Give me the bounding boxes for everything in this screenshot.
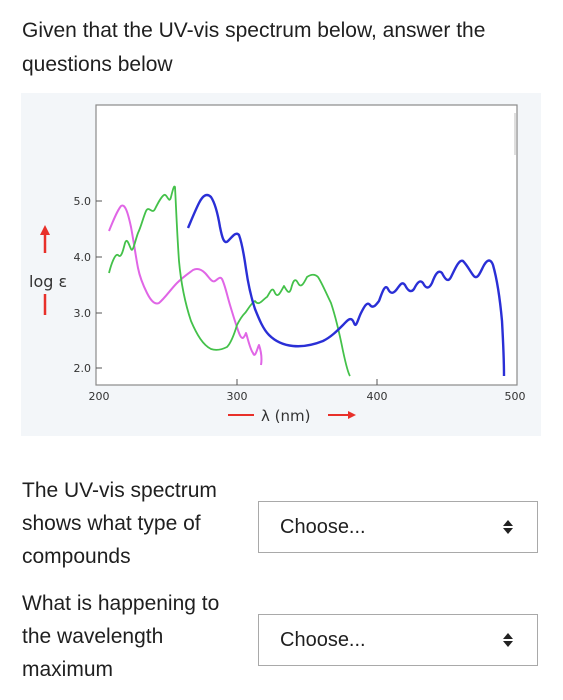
x-tick-label: 300: [227, 390, 248, 403]
x-axis-arrow-head: [348, 411, 356, 419]
question-2-select[interactable]: Choose...: [258, 614, 538, 666]
x-tick-label: 500: [505, 390, 526, 403]
question-1-select[interactable]: Choose...: [258, 501, 538, 553]
y-tick-label: 5.0: [74, 195, 92, 208]
y-tick-label: 2.0: [74, 362, 92, 375]
y-tick-label: 4.0: [74, 251, 92, 264]
question-1-label: The UV-vis spectrum shows what type of c…: [22, 474, 252, 573]
question-2-label: What is happening to the wavelength maxi…: [22, 587, 252, 686]
spectrum-curve-blue: [186, 193, 506, 377]
question-1-line-2: shows what type of: [22, 512, 201, 535]
plot-frame: [95, 104, 518, 386]
spectrum-plot: 5.0 4.0 3.0 2.0 200 300 400 500 log ε λ …: [29, 104, 526, 425]
question-2-line-2: the wavelength: [22, 625, 164, 648]
uv-vis-spectrum-figure: 5.0 4.0 3.0 2.0 200 300 400 500 log ε λ …: [21, 93, 541, 436]
spectrum-curve-green: [108, 185, 351, 377]
question-2-line-1: What is happening to: [22, 592, 220, 615]
x-axis-label: λ (nm): [261, 407, 310, 425]
spectrum-curve-magenta: [108, 204, 263, 366]
y-axis-arrow-head: [40, 225, 50, 235]
question-2-selected-value: Choose...: [280, 628, 366, 651]
question-1-selected-value: Choose...: [280, 515, 366, 538]
updown-chevron-icon: [503, 520, 513, 534]
y-axis-label: log ε: [29, 272, 67, 291]
updown-chevron-icon: [503, 633, 513, 647]
y-tick-label: 3.0: [74, 307, 92, 320]
question-2-line-3: maximum: [22, 658, 114, 681]
x-tick-label: 400: [367, 390, 388, 403]
question-prompt: Given that the UV-vis spectrum below, an…: [22, 14, 542, 82]
question-1-line-3: compounds: [22, 545, 131, 568]
question-1-line-1: The UV-vis spectrum: [22, 479, 217, 502]
prompt-line-2: questions below: [22, 53, 173, 76]
prompt-line-1: Given that the UV-vis spectrum below, an…: [22, 19, 486, 42]
x-tick-label: 200: [89, 390, 110, 403]
